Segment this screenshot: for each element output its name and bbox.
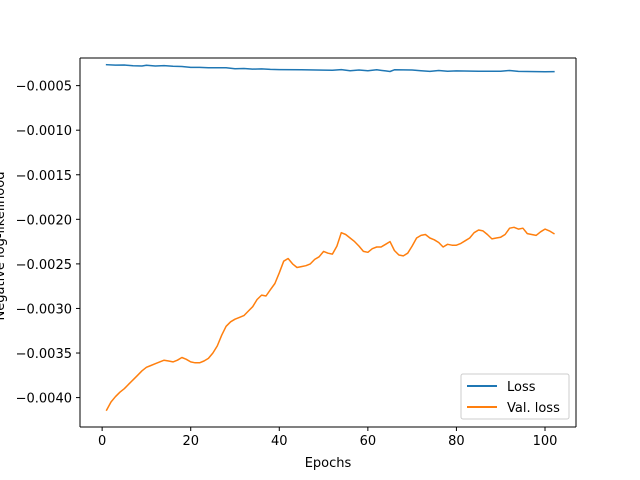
y-tick-label: −0.0005 [16,80,72,95]
x-tick-label: 100 [533,434,558,449]
legend: Loss Val. loss [460,373,570,420]
y-tick-label: −0.0030 [16,302,72,317]
y-tick-label: −0.0040 [16,392,72,407]
y-tick-label: −0.0035 [16,347,72,362]
x-tick-label: 0 [98,434,106,449]
legend-label-val-loss: Val. loss [507,401,560,416]
x-tick-label: 40 [271,434,288,449]
x-axis-ticks: 0 20 40 60 80 100 [98,427,557,449]
x-axis-title: Epochs [305,456,352,471]
axes-frame [79,57,577,428]
series-layer [105,63,555,412]
y-axis-ticks: −0.0005 −0.0010 −0.0015 −0.0020 −0.0025 −0.00… [16,80,80,407]
x-tick-label: 20 [182,434,199,449]
legend-label-loss: Loss [507,380,536,395]
series-line-val-loss [105,226,555,412]
plot-area [80,58,576,427]
y-tick-label: −0.0025 [16,258,72,273]
y-axis-title: Negative log-likelihood [0,172,8,321]
y-tick-label: −0.0010 [16,124,72,139]
y-tick-label: −0.0020 [16,213,72,228]
series-line-loss [105,63,555,73]
x-tick-label: 60 [360,434,377,449]
y-tick-label: −0.0015 [16,169,72,184]
x-tick-label: 80 [448,434,465,449]
